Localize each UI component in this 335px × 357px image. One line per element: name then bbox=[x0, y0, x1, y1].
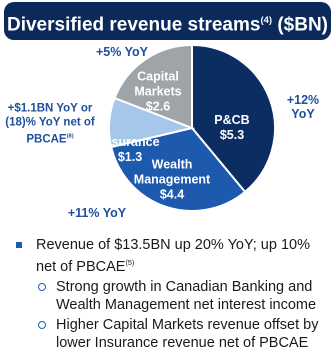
slice-label: Wealth Management $4.4 bbox=[130, 158, 214, 203]
bullet: Revenue of $13.5BN up 20% YoY; up 10% ne… bbox=[14, 236, 329, 276]
value-label: $1.3 bbox=[117, 150, 143, 164]
slice-label: Insurance $1.3 bbox=[100, 135, 159, 165]
slice-label: Capital Markets $2.6 bbox=[128, 70, 188, 115]
category-label: Capital Markets bbox=[134, 69, 182, 99]
annotation: +12% YoY bbox=[287, 93, 319, 121]
category-label: P&CB bbox=[214, 113, 250, 127]
bullet-note: (5) bbox=[125, 258, 135, 267]
category-label: Insurance bbox=[100, 135, 160, 149]
title-unit: ($BN) bbox=[277, 14, 329, 36]
annotation: +5% YoY bbox=[96, 45, 148, 59]
annotation-line: PBCAE bbox=[26, 133, 67, 146]
category-label: Wealth Management bbox=[133, 157, 211, 187]
pie-slice bbox=[110, 126, 247, 212]
bullet-text: Revenue of $13.5BN up 20% YoY; up 10% ne… bbox=[36, 237, 310, 275]
value-label: $4.4 bbox=[159, 187, 185, 202]
pie-slice bbox=[113, 43, 193, 130]
value-label: $2.6 bbox=[145, 99, 171, 114]
annotation-note: (8) bbox=[66, 133, 74, 140]
sub-bullet: Higher Capital Markets revenue offset by… bbox=[14, 316, 329, 352]
annotation-line: +5% YoY bbox=[96, 45, 148, 59]
bullets: Revenue of $13.5BN up 20% YoY; up 10% ne… bbox=[14, 236, 329, 352]
annotation-line: +11% YoY bbox=[67, 206, 127, 220]
annotation-line: +12% bbox=[286, 93, 320, 107]
annotation-line: YoY bbox=[291, 107, 315, 121]
title-note: (4) bbox=[260, 15, 273, 26]
value-label: $5.3 bbox=[219, 128, 245, 142]
sub-bullet: Strong growth in Canadian Banking and We… bbox=[14, 278, 329, 314]
title-bar: Diversified revenue streams(4) ($BN) bbox=[4, 2, 331, 40]
annotation: +11% YoY bbox=[68, 206, 126, 220]
annotation: +$1.1BN YoY or (18)% YoY net of PBCAE(8) bbox=[5, 102, 94, 147]
annotation-line: (18)% YoY net of bbox=[5, 116, 95, 129]
annotation-line: +$1.1BN YoY or bbox=[7, 102, 93, 115]
chart-title: Diversified revenue streams bbox=[6, 14, 261, 36]
slice-label: P&CB $5.3 bbox=[214, 113, 249, 143]
pie-slice bbox=[191, 43, 276, 194]
